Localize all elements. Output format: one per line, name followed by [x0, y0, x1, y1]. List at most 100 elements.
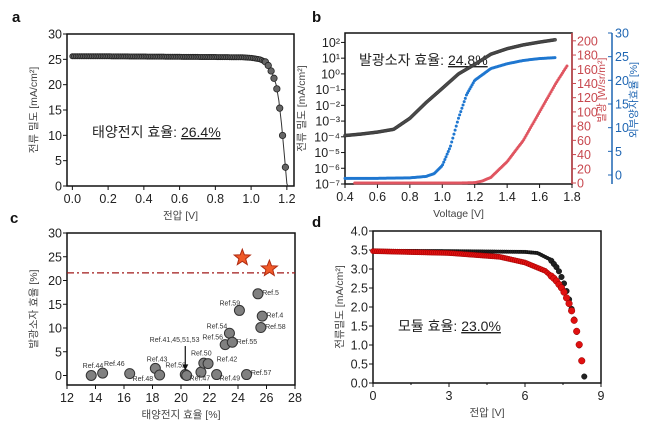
- x-tick-label: 0.6: [171, 192, 188, 206]
- y-tick-label: 5: [55, 154, 62, 168]
- eqe-point: [459, 110, 463, 114]
- efficiency-annotation: 발광소자 효율: 24.8%: [359, 52, 488, 68]
- efficiency-annotation: 모듈 효율: 23.0%: [398, 318, 501, 334]
- y3-tick-label: 15: [615, 98, 629, 112]
- y2-tick-label: 120: [577, 91, 598, 105]
- reference-label: Ref.58: [265, 324, 286, 331]
- x-tick-label: 14: [89, 391, 103, 405]
- reference-point: [97, 367, 109, 379]
- x-axis-label: 전압 [V]: [163, 209, 198, 222]
- eqe-point: [447, 147, 451, 151]
- reference-point: [233, 304, 245, 316]
- reference-label: Ref.57: [251, 370, 272, 377]
- eqe-point: [460, 106, 464, 110]
- eqe-point: [446, 150, 450, 154]
- y-tick-label: 0: [55, 369, 62, 383]
- module-curve-black-point: [558, 273, 565, 280]
- panel-label-c: c: [10, 210, 18, 227]
- x-tick-label: 0.4: [135, 192, 152, 206]
- x-tick-label: 12: [60, 391, 74, 405]
- y-tick-label: 25: [48, 250, 62, 264]
- y2-tick-label: 180: [577, 49, 598, 63]
- reference-point: [124, 368, 136, 380]
- y-tick-label: 10⁻²: [315, 99, 340, 113]
- y-tick-label: 30: [48, 227, 62, 241]
- module-curve-black-point: [581, 373, 588, 380]
- y-tick-label: 30: [48, 28, 62, 42]
- y-tick-label: 20: [48, 78, 62, 92]
- y-tick-label: 3.5: [351, 244, 368, 258]
- eqe-point: [441, 163, 445, 167]
- reference-point: [226, 336, 238, 348]
- eqe-point: [462, 100, 466, 104]
- y2-tick-label: 40: [577, 148, 591, 162]
- x-tick-label: 1.8: [563, 190, 580, 204]
- reference-label: Ref.55: [237, 339, 258, 346]
- jv-data-point: [281, 163, 290, 171]
- x-tick-label: 0: [370, 389, 377, 403]
- eqe-point: [444, 155, 448, 159]
- reference-point: [154, 369, 166, 381]
- panel-label-b: b: [312, 9, 321, 26]
- reference-point: [252, 288, 264, 300]
- y-tick-label: 10⁻⁷: [315, 178, 341, 192]
- y-tick-label: 0: [55, 180, 62, 194]
- eqe-point: [453, 128, 457, 132]
- eqe-point: [463, 96, 467, 100]
- x-tick-label: 18: [146, 391, 160, 405]
- y-tick-label: 10: [48, 129, 62, 143]
- eqe-point: [457, 116, 460, 120]
- reference-label: Ref.42: [217, 356, 238, 363]
- eqe-point: [455, 120, 459, 124]
- y-tick-label: 15: [48, 298, 62, 312]
- panel-label-a: a: [12, 9, 21, 26]
- efficiency-value: 23.0%: [461, 318, 501, 334]
- reference-point: [256, 310, 268, 322]
- x-tick-label: 0.8: [207, 192, 224, 206]
- y2-tick-label: 80: [577, 120, 591, 134]
- eqe-point: [452, 132, 456, 136]
- y2-tick-label: 200: [577, 34, 598, 48]
- y-tick-label: 2.5: [351, 282, 368, 296]
- reference-label: Ref.48: [133, 376, 154, 383]
- y-tick-label: 2.0: [351, 301, 368, 315]
- y-tick-label: 0.5: [351, 358, 368, 372]
- jv-data-point: [276, 104, 284, 112]
- eqe-point: [553, 56, 557, 60]
- eqe-point: [442, 160, 446, 164]
- reference-label: Ref.41,45,51,53: [150, 337, 200, 344]
- x-tick-label: 0.8: [401, 190, 418, 204]
- y-tick-label: 1.5: [351, 320, 368, 334]
- x-tick-label: 1.2: [466, 190, 483, 204]
- x-tick-label: 24: [231, 391, 245, 405]
- x-axis-label: 태양전지 효율 [%]: [142, 409, 221, 421]
- y-tick-label: 10¹: [322, 52, 340, 66]
- reference-label: Ref.43: [147, 356, 168, 363]
- x-tick-label: 26: [260, 391, 274, 405]
- current-density-point: [553, 38, 557, 42]
- reference-point: [181, 370, 193, 381]
- x-tick-label: 28: [288, 391, 302, 405]
- x-tick-label: 0.6: [369, 190, 386, 204]
- y-tick-label: 10⁻¹: [315, 83, 340, 97]
- x-tick-label: 3: [446, 389, 453, 403]
- y2-tick-label: 20: [577, 162, 591, 176]
- jv-curve-line: [72, 55, 289, 187]
- eqe-point: [458, 113, 462, 117]
- module-curve-black-point: [555, 268, 562, 275]
- module-curve-red-point: [575, 341, 583, 349]
- eqe-point: [454, 124, 458, 128]
- x-tick-label: 0.0: [64, 192, 81, 206]
- jv-data-point: [264, 61, 272, 70]
- reference-label: Ref.49: [219, 375, 240, 382]
- y-axis-label: 전류 밀도 [mA/cm²]: [28, 67, 40, 154]
- jv-data-point: [273, 85, 281, 93]
- efficiency-value: 26.4%: [181, 124, 221, 140]
- x-tick-label: 1.0: [242, 192, 259, 206]
- y-tick-label: 1.0: [351, 339, 368, 353]
- reference-label: Ref.50: [191, 351, 212, 358]
- module-curve-red-point: [573, 327, 581, 335]
- y-tick-label: 10⁻⁵: [314, 146, 340, 160]
- radiance-point: [565, 64, 569, 68]
- eqe-point: [443, 157, 447, 161]
